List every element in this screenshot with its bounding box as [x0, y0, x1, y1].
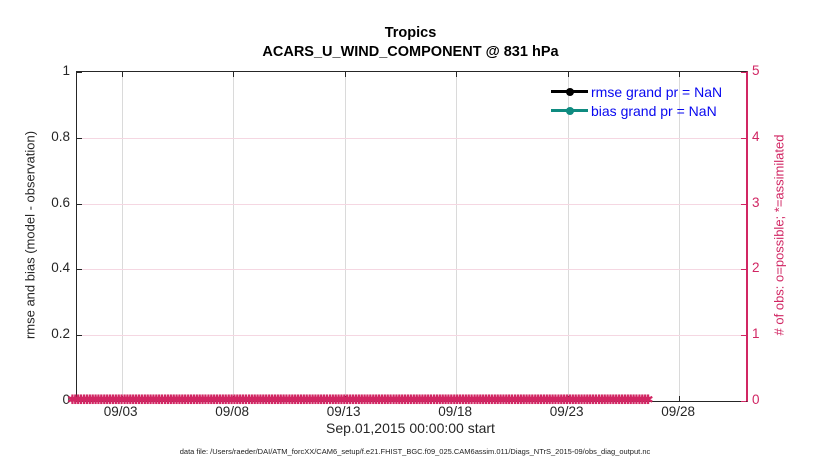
x-gridline [121, 72, 123, 401]
y-tick-label-left: 0.6 [51, 194, 70, 210]
y-tick-label-left: 0.4 [51, 260, 70, 276]
x-gridline [567, 72, 569, 401]
x-tick-top [344, 72, 346, 77]
y-tick-right [741, 72, 746, 73]
y-tick-label-left: 0 [62, 392, 70, 407]
y-gridline [77, 203, 746, 205]
y-gridline [77, 137, 746, 139]
y-tick-label-right: 1 [752, 326, 760, 342]
y-axis-label-right: # of obs: o=possible; *=assimilated [771, 134, 787, 336]
x-tick-label: 09/03 [103, 404, 138, 419]
legend-item: rmse grand pr = NaN [551, 82, 722, 101]
y-tick-left [77, 401, 82, 402]
x-tick-top [567, 72, 569, 77]
y-gridline [77, 269, 746, 271]
chart-title-line2: ACARS_U_WIND_COMPONENT @ 831 hPa [262, 44, 559, 60]
x-tick-label: 09/13 [326, 404, 361, 419]
legend-line-sample [551, 87, 588, 96]
y-tick-left [77, 203, 82, 205]
y-tick-label-left: 0.2 [51, 326, 70, 342]
y-tick-label-left: 1 [62, 63, 70, 78]
x-tick-top [233, 72, 235, 77]
y-tick-right [741, 401, 746, 402]
y-tick-right [741, 137, 746, 139]
legend-marker-dot [565, 106, 574, 115]
y-tick-left [77, 137, 82, 139]
x-gridline [233, 72, 235, 401]
x-tick-label: 09/18 [438, 404, 472, 419]
x-tick-bottom [233, 396, 235, 401]
y-gridline [77, 335, 746, 337]
y-tick-label-right: 2 [752, 260, 760, 276]
x-tick-bottom [456, 396, 458, 401]
legend: rmse grand pr = NaN bias grand pr = NaN [551, 82, 722, 120]
legend-line-sample [551, 106, 588, 115]
x-tick-bottom [344, 396, 346, 401]
y-tick-left [77, 269, 82, 271]
legend-item: bias grand pr = NaN [551, 101, 722, 120]
x-gridline [456, 72, 458, 401]
chart-title-line1: Tropics [384, 25, 437, 41]
x-axis-label: Sep.01,2015 00:00:00 start [326, 420, 495, 436]
y-axis-label-left: rmse and bias (model - observation) [22, 130, 38, 340]
y-tick-left [77, 72, 82, 73]
y-tick-label-right: 3 [752, 194, 760, 210]
x-tick-label: 09/23 [549, 404, 584, 419]
x-tick-bottom [679, 396, 681, 401]
x-tick-top [456, 72, 458, 77]
y-tick-label-left: 0.8 [51, 128, 70, 144]
y-tick-right [741, 335, 746, 337]
obs-marker-band: ✱✱✱✱✱✱✱✱✱✱✱✱✱✱✱✱✱✱✱✱✱✱✱✱✱✱✱✱✱✱✱✱✱✱✱✱✱✱✱✱… [67, 393, 654, 407]
legend-item-label: bias grand pr = NaN [591, 102, 717, 119]
y-tick-right [741, 203, 746, 205]
x-gridline [679, 72, 681, 401]
legend-item-label: rmse grand pr = NaN [591, 83, 723, 100]
data-file-caption: data file: /Users/raeder/DAI/ATM_forcXX/… [179, 447, 651, 456]
x-tick-bottom [567, 396, 569, 401]
y-tick-left [77, 335, 82, 337]
y-tick-label-right: 5 [752, 63, 760, 78]
x-tick-bottom [121, 396, 123, 401]
plot-area [76, 71, 748, 402]
legend-marker-dot [565, 87, 574, 96]
y-tick-label-right: 4 [752, 128, 760, 144]
x-tick-top [679, 72, 681, 77]
y-tick-label-right: 0 [752, 392, 760, 407]
x-tick-top [121, 72, 123, 77]
x-gridline [344, 72, 346, 401]
x-tick-label: 09/28 [661, 404, 695, 419]
chart-title: Tropics ACARS_U_WIND_COMPONENT @ 831 hPa [76, 24, 745, 62]
y-tick-right [741, 269, 746, 271]
x-tick-label: 09/08 [215, 404, 249, 419]
